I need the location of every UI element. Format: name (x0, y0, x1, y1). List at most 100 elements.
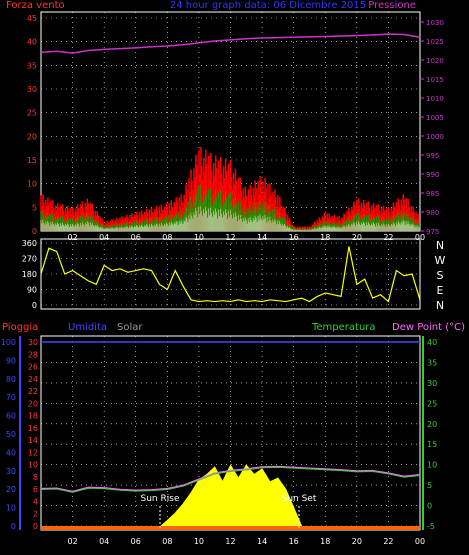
temp-tick-label: 10 (427, 461, 437, 470)
humidity-tick-label: 20 (6, 485, 16, 494)
temp-tick-label: 20 (427, 420, 437, 429)
compass-label: E (437, 284, 444, 297)
x-tick-label: 04 (99, 233, 109, 242)
dewpoint-line (40, 466, 421, 493)
temp-tick-label: 40 (427, 338, 437, 347)
temp-tick-label: 30 (427, 379, 437, 388)
x-tick-label: 14 (257, 537, 267, 546)
solar-label: Solar (117, 322, 143, 333)
x-tick-label: 04 (99, 537, 109, 546)
humidity-tick-label: 10 (6, 504, 16, 513)
direction-tick-label: 90 (27, 286, 37, 295)
temp-tick-label: 25 (427, 399, 437, 408)
pressure-tick-label: 1020 (426, 57, 444, 65)
x-tick-label: 22 (383, 233, 393, 242)
pressure-label: Pressione (368, 0, 416, 11)
humidity-tick-label: 80 (6, 375, 16, 384)
direction-series (40, 246, 421, 303)
wind-tick-label: 40 (27, 38, 37, 47)
solar-area (159, 464, 303, 527)
sun-set-label: Sun Set (282, 494, 317, 504)
temperature-label: Temperatura (311, 322, 376, 333)
rain-tick-label: 10 (28, 461, 38, 470)
rain-tick-label: 30 (28, 338, 38, 347)
x-tick-label: 10 (194, 537, 204, 546)
humidity-tick-label: 30 (6, 467, 16, 476)
pressure-tick-label: 980 (426, 209, 439, 217)
x-tick-label: 08 (162, 537, 172, 546)
compass-label: S (437, 269, 444, 282)
pressure-tick-label: 985 (426, 190, 439, 198)
direction-tick-label: 270 (22, 255, 37, 264)
x-tick-label: 16 (289, 537, 299, 546)
pressure-tick-label: 1000 (426, 133, 444, 141)
dewpoint-label: Dew Point (°C) (392, 322, 465, 333)
pressure-tick-label: 990 (426, 171, 439, 179)
wind-tick-label: 20 (27, 132, 37, 141)
rain-baseline (41, 526, 420, 530)
rain-label: Pioggia (2, 322, 38, 333)
wind-tick-label: 35 (27, 61, 37, 70)
x-tick-label: 20 (352, 537, 362, 546)
wind-tick-label: 25 (27, 109, 37, 118)
chart-title: 24 hour graph data: 06 Dicembre 2015 (170, 0, 366, 11)
direction-tick-label: 360 (22, 239, 37, 248)
direction-tick-label: 0 (32, 301, 37, 310)
humidity-tick-label: 50 (6, 430, 16, 439)
x-tick-label: 06 (131, 537, 141, 546)
x-tick-label: 18 (320, 537, 330, 546)
rain-tick-label: 0 (33, 522, 38, 531)
humidity-label: Umidita (68, 322, 107, 333)
wind-tick-label: 10 (27, 180, 37, 189)
humidity-tick-label: 90 (6, 356, 16, 365)
wind-tick-label: 0 (32, 227, 37, 236)
temp-tick-label: -5 (427, 522, 435, 531)
temp-series (40, 341, 421, 530)
wind-tick-label: 45 (27, 14, 37, 23)
temp-tick-label: 35 (427, 358, 437, 367)
wind-tick-label: 30 (27, 85, 37, 94)
x-tick-label: 02 (67, 537, 77, 546)
direction-tick-label: 180 (22, 270, 37, 279)
wind-tick-label: 5 (32, 203, 37, 212)
x-tick-label: 16 (289, 233, 299, 242)
wind-axes: 0510152025303540459759809859909951000100… (27, 14, 444, 242)
compass-label: N (436, 299, 444, 312)
rain-tick-label: 18 (28, 412, 38, 421)
rain-tick-label: 20 (28, 399, 38, 408)
rain-tick-label: 8 (33, 473, 38, 482)
pressure-tick-label: 1005 (426, 114, 444, 122)
x-tick-label: 08 (162, 233, 172, 242)
rain-tick-label: 16 (28, 424, 38, 433)
temp-axes: -505101520253035400102030405060708090100… (1, 336, 437, 546)
temp-tick-label: 5 (427, 481, 432, 490)
x-tick-label: 06 (131, 233, 141, 242)
rain-tick-label: 22 (28, 387, 38, 396)
rain-tick-label: 4 (33, 497, 38, 506)
x-tick-label: 14 (257, 233, 267, 242)
pressure-tick-label: 975 (426, 228, 439, 236)
wind-series (40, 146, 420, 231)
pressure-tick-label: 1015 (426, 76, 444, 84)
temperature-line (40, 465, 421, 492)
solar-series (159, 464, 303, 527)
rain-tick-label: 28 (28, 350, 38, 359)
rain-tick-label: 6 (33, 485, 38, 494)
temp-tick-label: 0 (427, 502, 432, 511)
x-tick-label: 12 (225, 537, 235, 546)
humidity-tick-label: 100 (1, 338, 16, 347)
compass-label: N (436, 239, 444, 252)
humidity-tick-label: 40 (6, 448, 16, 457)
rain-tick-label: 2 (33, 510, 38, 519)
pressure-line (40, 33, 421, 54)
pressure-tick-label: 995 (426, 152, 439, 160)
rain-tick-label: 26 (28, 363, 38, 372)
rain-tick-label: 24 (28, 375, 38, 384)
pressure-series (40, 33, 421, 54)
x-tick-label: 12 (225, 233, 235, 242)
compass-label: W (435, 254, 446, 267)
humidity-tick-label: 70 (6, 393, 16, 402)
sun-rise-label: Sun Rise (141, 494, 180, 504)
x-tick-label: 20 (352, 233, 362, 242)
